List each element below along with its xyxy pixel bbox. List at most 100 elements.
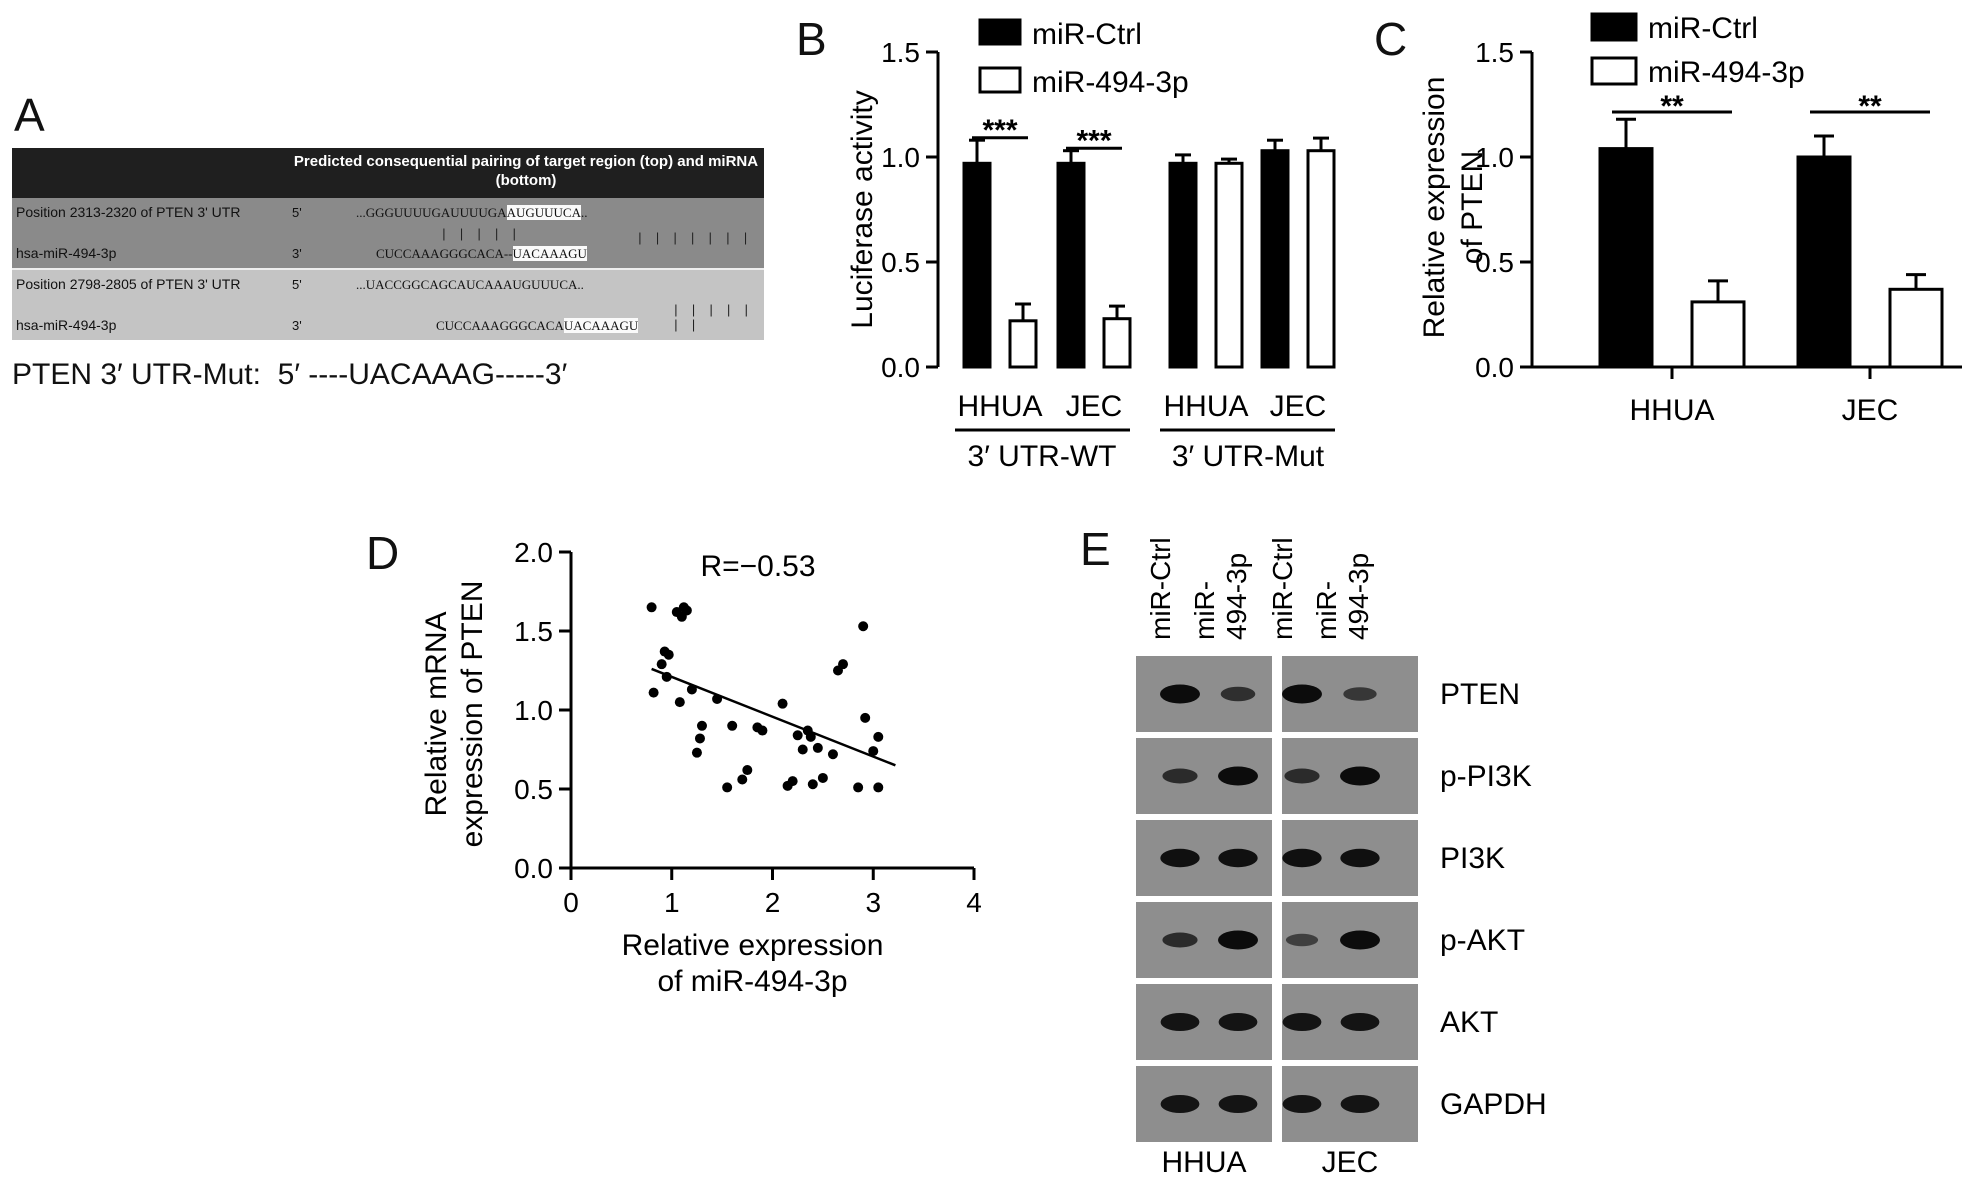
scatter-point [694, 733, 705, 744]
lane-label: miR- [1189, 581, 1220, 640]
y-tick-label: 1.5 [1475, 37, 1514, 68]
scatter-point [686, 684, 697, 695]
y-tick-label: 0.0 [1475, 352, 1514, 383]
protein-band [1162, 768, 1198, 784]
scatter-point [817, 772, 828, 783]
bar [1306, 149, 1336, 369]
bar [1690, 300, 1746, 369]
x-tick-label: HHUA [1163, 390, 1248, 423]
row-sequence: | | | | | | | 3' CUCCAAAGGGCACAUACAAAGU [288, 299, 764, 340]
y-axis-label: Relative expression [1418, 77, 1451, 339]
lane-label: 494-3p [1343, 553, 1374, 640]
x-tick-label: HHUA [1629, 394, 1714, 427]
lane-label: miR-Ctrl [1267, 537, 1298, 640]
bar [1056, 161, 1086, 369]
protein-band [1218, 930, 1258, 950]
scatter-point [663, 649, 674, 660]
legend-label-ctrl: miR-Ctrl [1648, 12, 1758, 45]
row-label: hsa-miR-494-3p [16, 317, 117, 333]
x-tick-label: 0 [563, 887, 579, 918]
y-tick-label: 2.0 [514, 537, 553, 568]
protein-band [1340, 1013, 1380, 1031]
x-axis-label: Relative expression [622, 929, 884, 962]
chart-c: 0.0 0.5 1.0 1.5 Relative expression of PTEN HH… [1418, 12, 1962, 427]
protein-band [1285, 933, 1319, 947]
protein-label: PTEN [1440, 678, 1520, 711]
legend-label-mir: miR-494-3p [1648, 56, 1805, 89]
regression-line [651, 667, 896, 767]
table-header: Predicted consequential pairing of targe… [288, 148, 764, 198]
blot-e: miR-Ctrl miR- 494-3p miR-Ctrl miR- 494-3pPTEN… [1136, 537, 1547, 1179]
scatter-point [858, 621, 869, 632]
protein-label: AKT [1440, 1006, 1498, 1039]
scatter-point [742, 765, 753, 776]
lane-label: miR- [1311, 581, 1342, 640]
legend-label-ctrl: miR-Ctrl [1032, 18, 1142, 51]
scatter-point [691, 747, 702, 758]
legend-swatch-ctrl [978, 18, 1022, 46]
protein-label: p-AKT [1440, 924, 1525, 957]
scatter-point [681, 605, 692, 616]
scatter-point [656, 659, 667, 670]
protein-band [1218, 1095, 1258, 1113]
significance-stars: ** [1660, 90, 1684, 123]
scatter-point [722, 782, 733, 793]
scatter-point [805, 731, 816, 742]
table-header-blank [12, 148, 288, 198]
table-row: Position 2313-2320 of PTEN 3' UTR 5' ...G… [12, 198, 764, 227]
scatter-point [648, 687, 659, 698]
base-pair-marks: | | | | | [440, 227, 520, 242]
scatter-point [827, 749, 838, 760]
protein-band [1160, 684, 1200, 704]
bar [1260, 149, 1290, 369]
legend-swatch-ctrl [1590, 12, 1638, 42]
group-label-wt: 3′ UTR-WT [968, 440, 1117, 473]
protein-band [1282, 1013, 1322, 1031]
scatter-point [757, 725, 768, 736]
y-tick-label: 1.5 [514, 616, 553, 647]
bar [1888, 287, 1944, 369]
significance-stars: *** [1076, 124, 1111, 157]
protein-band [1284, 768, 1320, 784]
x-tick-label: HHUA [957, 390, 1042, 423]
scatter-point [873, 782, 884, 793]
protein-band [1282, 684, 1322, 704]
x-tick-label: 3 [865, 887, 881, 918]
protein-band [1160, 848, 1200, 868]
mutant-sequence: PTEN 3′ UTR-Mut: 5′ ----UACAAAG-----3′ [12, 358, 567, 392]
y-axis-label: Luciferase activity [846, 90, 879, 328]
scatter-point [696, 720, 707, 731]
protein-band [1340, 1095, 1380, 1113]
lane-label: miR-Ctrl [1145, 537, 1176, 640]
protein-label: GAPDH [1440, 1088, 1547, 1121]
correlation-annotation: R=−0.53 [700, 550, 815, 583]
row-sequence: 5' ...GGGUUUUGAUUUUGAAUGUUUCA.. [292, 205, 588, 220]
sequence-pairing-table: Predicted consequential pairing of targe… [12, 148, 764, 340]
protein-band [1218, 766, 1258, 786]
scatter-point [712, 693, 723, 704]
scatter-point [646, 602, 657, 613]
legend-swatch-mir [978, 66, 1022, 94]
y-axis-label: Relative mRNA [420, 611, 453, 816]
protein-band [1282, 848, 1322, 868]
bar [1008, 319, 1038, 369]
protein-band [1220, 686, 1256, 702]
scatter-point [737, 774, 748, 785]
x-tick-label: 2 [765, 887, 781, 918]
y-tick-label: 0.0 [514, 853, 553, 884]
significance-stars: *** [982, 114, 1017, 147]
significance-stars: ** [1858, 90, 1882, 123]
row-sequence: | | | | | | | | | | | | 3' CUCCAAAGGGCACA… [292, 227, 751, 261]
scatter-point [787, 776, 798, 787]
mutant-seq: 5′ ----UACAAAG-----3′ [277, 358, 568, 391]
y-axis-label: expression of PTEN [456, 581, 489, 848]
y-tick-label: 0.5 [881, 247, 920, 278]
scatter-point [674, 697, 685, 708]
x-tick-label: 4 [966, 887, 982, 918]
y-tick-label: 0.5 [514, 774, 553, 805]
x-tick-label: JEC [1270, 390, 1327, 423]
protein-label: PI3K [1440, 842, 1505, 875]
table-row: Position 2798-2805 of PTEN 3' UTR 5' ...U… [12, 268, 764, 299]
base-pair-marks: | | | | | | | [672, 303, 752, 333]
scatter-point [727, 720, 738, 731]
